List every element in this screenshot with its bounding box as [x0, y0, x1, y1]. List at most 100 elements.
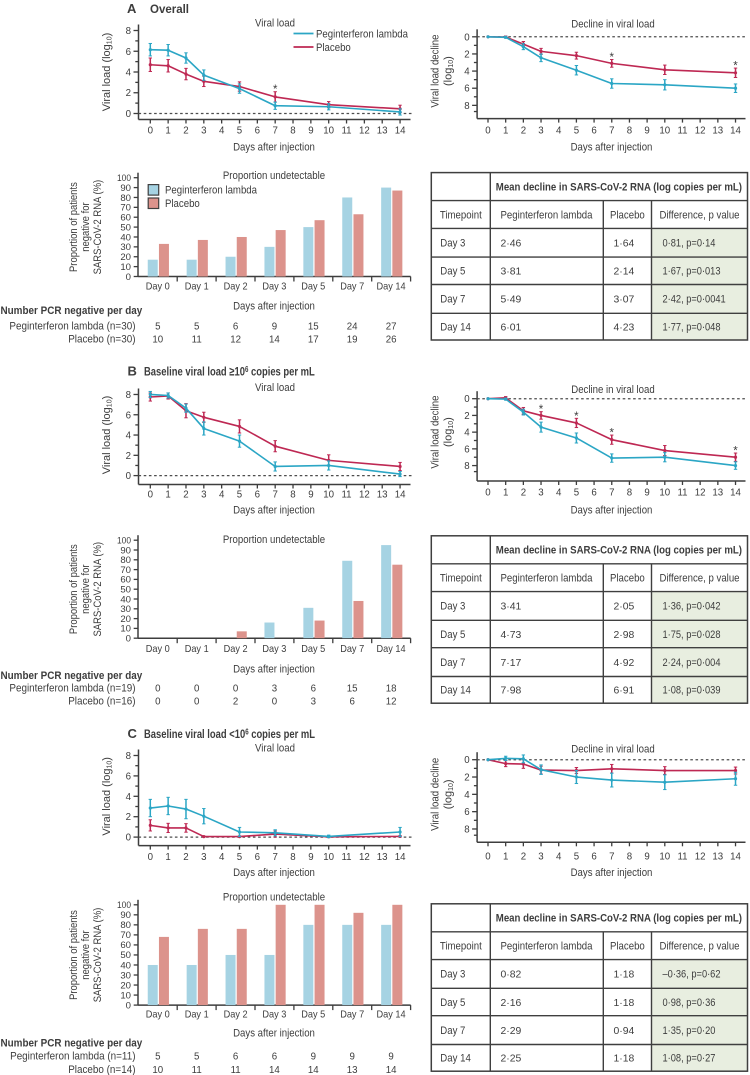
svg-text:8: 8: [290, 126, 295, 137]
svg-text:0: 0: [126, 109, 132, 120]
svg-text:Day 2: Day 2: [224, 643, 248, 655]
svg-text:14: 14: [269, 335, 280, 346]
svg-text:1·08, p=0·27: 1·08, p=0·27: [663, 1053, 716, 1065]
svg-text:Day 7: Day 7: [340, 643, 364, 655]
svg-text:Baseline viral load <106 copie: Baseline viral load <106 copies per mL: [144, 727, 315, 741]
svg-text:3: 3: [538, 851, 543, 862]
svg-text:5: 5: [194, 322, 199, 333]
svg-text:*: *: [574, 411, 579, 423]
svg-text:12: 12: [695, 488, 706, 499]
svg-text:50: 50: [120, 950, 131, 961]
svg-text:6·01: 6·01: [501, 322, 522, 333]
svg-text:10: 10: [120, 624, 131, 635]
svg-text:6: 6: [126, 410, 131, 421]
svg-text:3: 3: [538, 488, 543, 499]
svg-text:5·49: 5·49: [501, 295, 522, 306]
svg-text:Viral load decline: Viral load decline: [430, 396, 442, 469]
svg-text:90: 90: [120, 910, 131, 921]
svg-text:Timepoint: Timepoint: [440, 209, 482, 221]
svg-text:5: 5: [574, 851, 579, 862]
svg-text:Viral load: Viral load: [255, 382, 295, 394]
svg-text:*: *: [610, 52, 615, 64]
svg-text:0: 0: [155, 697, 161, 708]
svg-text:9: 9: [388, 1052, 393, 1063]
svg-text:10: 10: [323, 852, 334, 863]
svg-text:13: 13: [347, 1065, 358, 1075]
svg-text:6: 6: [464, 807, 469, 818]
svg-text:20: 20: [120, 980, 131, 991]
svg-text:13: 13: [377, 126, 388, 137]
svg-text:Day 3: Day 3: [262, 281, 286, 293]
svg-text:15: 15: [347, 684, 358, 695]
svg-text:12: 12: [230, 335, 241, 346]
svg-text:1: 1: [165, 126, 170, 137]
svg-text:*: *: [539, 404, 544, 416]
svg-text:30: 30: [120, 604, 131, 615]
svg-text:6·91: 6·91: [614, 686, 635, 697]
svg-text:negative for: negative for: [80, 202, 92, 252]
svg-text:6: 6: [126, 771, 131, 782]
svg-text:5: 5: [155, 322, 160, 333]
svg-text:9: 9: [272, 322, 277, 333]
svg-text:27: 27: [386, 322, 397, 333]
svg-text:1: 1: [165, 852, 170, 863]
svg-text:80: 80: [120, 555, 131, 566]
svg-text:A: A: [127, 1, 137, 16]
svg-text:Placebo: Placebo: [610, 573, 645, 585]
svg-text:Mean decline in SARS-CoV-2 RNA: Mean decline in SARS-CoV-2 RNA (log copi…: [496, 913, 742, 925]
svg-text:6: 6: [233, 322, 238, 333]
svg-text:Day 7: Day 7: [440, 1025, 465, 1037]
svg-text:6: 6: [233, 1052, 238, 1063]
svg-text:6: 6: [311, 684, 316, 695]
svg-text:14: 14: [730, 125, 741, 136]
svg-text:Day 14: Day 14: [377, 1009, 406, 1021]
svg-text:Difference, p value: Difference, p value: [659, 573, 739, 585]
svg-text:2: 2: [233, 697, 238, 708]
svg-text:0: 0: [148, 126, 154, 137]
svg-text:11: 11: [341, 490, 351, 501]
svg-text:Day 7: Day 7: [440, 294, 465, 306]
svg-text:1·18: 1·18: [614, 1054, 635, 1065]
svg-text:0: 0: [126, 471, 132, 482]
svg-text:2: 2: [183, 490, 188, 501]
svg-text:8: 8: [627, 488, 632, 499]
svg-text:Proportion undetectable: Proportion undetectable: [223, 892, 325, 904]
svg-text:12: 12: [359, 490, 370, 501]
svg-text:7·17: 7·17: [501, 658, 522, 669]
svg-text:SARS-CoV-2 RNA (%): SARS-CoV-2 RNA (%): [92, 908, 104, 1003]
svg-text:0: 0: [485, 125, 491, 136]
svg-text:9: 9: [308, 852, 313, 863]
svg-text:90: 90: [120, 545, 131, 556]
svg-text:SARS-CoV-2 RNA (%): SARS-CoV-2 RNA (%): [92, 542, 104, 637]
svg-text:8: 8: [290, 490, 295, 501]
svg-text:1·77, p=0·048: 1·77, p=0·048: [663, 321, 721, 333]
svg-text:Day 14: Day 14: [440, 321, 471, 333]
svg-text:0: 0: [464, 755, 470, 766]
svg-text:60: 60: [120, 575, 131, 586]
svg-text:4·73: 4·73: [501, 630, 522, 641]
svg-text:2·46: 2·46: [501, 239, 522, 250]
svg-text:3: 3: [201, 126, 206, 137]
svg-text:Viral load: Viral load: [255, 742, 295, 754]
svg-text:Placebo: Placebo: [610, 941, 645, 953]
svg-text:13: 13: [712, 125, 723, 136]
svg-text:14: 14: [730, 851, 741, 862]
svg-text:9: 9: [308, 126, 313, 137]
svg-text:60: 60: [120, 940, 131, 951]
svg-text:6: 6: [464, 444, 469, 455]
svg-text:70: 70: [120, 565, 131, 576]
svg-text:SARS-CoV-2 RNA (%): SARS-CoV-2 RNA (%): [92, 180, 104, 275]
svg-text:1: 1: [503, 488, 508, 499]
svg-text:60: 60: [120, 213, 131, 224]
svg-text:0·98, p=0·36: 0·98, p=0·36: [663, 997, 716, 1009]
svg-text:0: 0: [272, 697, 278, 708]
svg-text:100: 100: [117, 900, 131, 911]
svg-text:14: 14: [395, 852, 406, 863]
svg-text:Number PCR negative per day: Number PCR negative per day: [1, 305, 143, 317]
svg-text:14: 14: [308, 1065, 319, 1075]
svg-text:10: 10: [323, 490, 334, 501]
svg-text:Peginterferon lambda (n=19): Peginterferon lambda (n=19): [9, 683, 135, 695]
svg-text:5: 5: [574, 488, 579, 499]
svg-text:8: 8: [126, 390, 131, 401]
svg-text:2: 2: [183, 852, 188, 863]
